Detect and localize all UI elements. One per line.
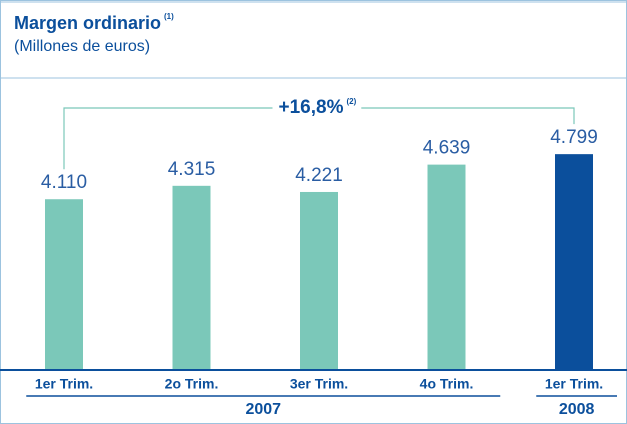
bar <box>555 154 593 370</box>
value-label: 4.315 <box>168 159 216 180</box>
group-label: 2007 <box>245 401 281 418</box>
annotation: +16,8% <box>279 97 344 118</box>
value-label: 4.799 <box>550 127 598 148</box>
value-label: 4.110 <box>41 172 87 193</box>
bracket <box>63 107 273 170</box>
x-tick-label: 1er Trim. <box>35 376 93 392</box>
bar <box>427 164 466 370</box>
value-label: 4.639 <box>423 138 471 159</box>
annotation-note: (2) <box>346 97 356 106</box>
x-tick-label: 2o Trim. <box>165 376 219 392</box>
title-note: (1) <box>164 12 174 21</box>
chart-subtitle: (Millones de euros) <box>14 38 150 55</box>
bracket <box>361 107 575 125</box>
bar <box>172 185 211 370</box>
value-label: 4.221 <box>295 165 343 186</box>
bar <box>45 199 83 370</box>
x-tick-label: 4o Trim. <box>420 376 474 392</box>
x-tick-label: 1er Trim. <box>545 376 603 392</box>
bar <box>300 191 338 370</box>
x-tick-label: 3er Trim. <box>290 376 348 392</box>
chart-title: Margen ordinario <box>14 13 161 33</box>
group-label: 2008 <box>559 401 595 418</box>
